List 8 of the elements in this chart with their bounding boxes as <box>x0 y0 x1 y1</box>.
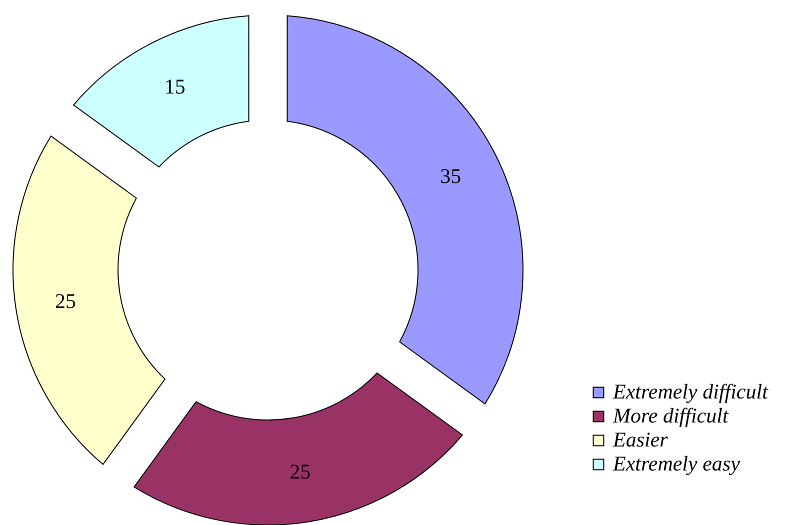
legend-label: Extremely easy <box>612 452 741 476</box>
legend-label: Easier <box>612 428 669 452</box>
legend-label: Extremely difficult <box>612 380 770 404</box>
legend-label: More difficult <box>612 404 730 428</box>
data-label: 35 <box>440 164 462 188</box>
data-label: 25 <box>55 289 76 314</box>
data-label: 15 <box>164 74 186 98</box>
data-label: 25 <box>290 459 311 484</box>
